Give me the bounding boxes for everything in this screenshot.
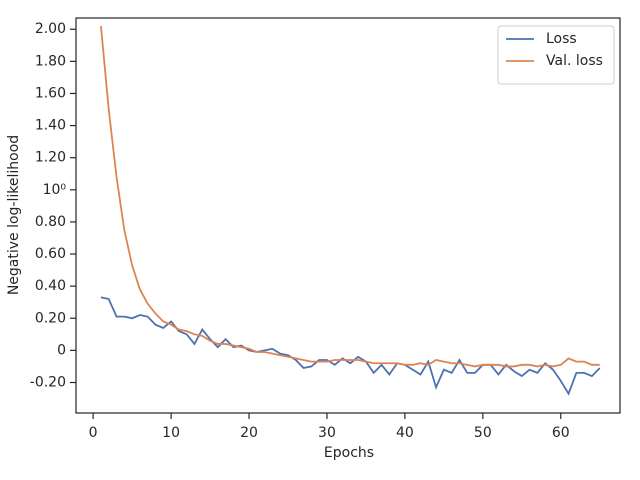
line (100, 296, 601, 396)
x-axis-label: Epochs (324, 445, 374, 461)
y-tick-label: 1.20 (35, 150, 66, 166)
axes-frame (75, 17, 621, 414)
y-tick-label: -0.20 (30, 374, 66, 390)
y-tick-label: 1.80 (35, 53, 66, 69)
y-tick-label: 0.80 (35, 214, 66, 230)
y-tick-label: 2.00 (35, 21, 66, 37)
x-tick-label: 30 (318, 425, 336, 441)
y-tick-label: 0.60 (35, 246, 66, 262)
legend-box (497, 25, 615, 85)
y-tick-label: 0.20 (35, 310, 66, 326)
x-tick-label: 10 (162, 425, 180, 441)
x-tick-label: 60 (552, 425, 570, 441)
x-tick-label: 40 (396, 425, 414, 441)
x-tick-label: 50 (474, 425, 492, 441)
y-tick-label: 1.40 (35, 118, 66, 134)
x-tick-label: 0 (89, 425, 98, 441)
y-tick-label: 0 (57, 342, 66, 358)
y-tick-label: 0.40 (35, 278, 66, 294)
y-axis-label: Negative log-likelihood (6, 135, 22, 295)
line (100, 25, 600, 368)
y-tick-label: 10⁰ (43, 182, 67, 198)
legend-label: Loss (546, 31, 577, 47)
x-tick-label: 20 (240, 425, 258, 441)
y-tick-label: 1.60 (35, 85, 66, 101)
legend-label: Val. loss (546, 53, 603, 69)
